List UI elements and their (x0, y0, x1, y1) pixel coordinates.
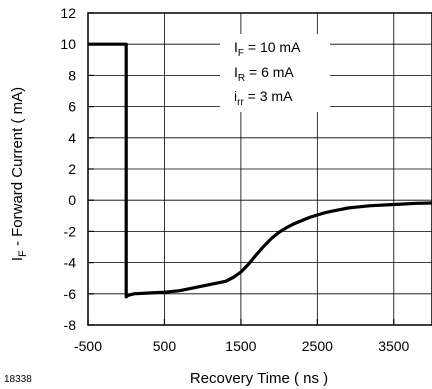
x-tick-label: 3500 (378, 338, 409, 354)
annotation-2: IR = 6 mA (234, 64, 294, 84)
y-axis-label: IF - Forward Current ( mA) (9, 87, 29, 261)
y-tick-label: 12 (60, 5, 76, 21)
annotation-sub: F (238, 48, 244, 59)
annotation-background (220, 34, 330, 112)
y-tick-label: -6 (64, 286, 77, 302)
annotation-rest: = 6 mA (245, 64, 294, 80)
annotation-sub: R (238, 73, 245, 84)
series-line-1 (88, 42, 432, 299)
x-tick-label: 500 (153, 338, 177, 354)
annotation-3: irr = 3 mA (234, 88, 293, 108)
annotation-main: I (234, 39, 238, 55)
x-tick-label: 1500 (225, 338, 256, 354)
annotation-rest: = 10 mA (244, 39, 301, 55)
annotation-main: i (234, 88, 237, 104)
y-axis-label-sub: F (17, 250, 29, 257)
y-tick-label: 6 (68, 99, 76, 115)
y-axis-label-main: I (9, 257, 26, 261)
annotation-box (220, 34, 330, 112)
series-layer (88, 42, 432, 299)
y-tick-label: -8 (64, 317, 77, 333)
y-tick-label: -2 (64, 223, 77, 239)
x-tick-label: -500 (74, 338, 102, 354)
annotation-1: IF = 10 mA (234, 39, 301, 59)
annotation-main: I (234, 64, 238, 80)
y-tick-labels: 12 10 8 6 4 2 0 -2 -4 -6 -8 (60, 5, 76, 333)
y-axis-label-rest: - Forward Current ( mA) (9, 87, 26, 250)
y-tick-label: 10 (60, 36, 76, 52)
annotation-sub: rr (237, 97, 244, 108)
y-tick-label: 8 (68, 67, 76, 83)
y-tick-label: 2 (68, 161, 76, 177)
x-tick-label: 2500 (302, 338, 333, 354)
figure-number: 18338 (4, 374, 32, 385)
y-tick-label: -4 (64, 255, 77, 271)
x-axis-label: Recovery Time ( ns ) (190, 370, 328, 387)
annotation-rest: = 3 mA (244, 88, 293, 104)
x-tick-labels: -500 500 1500 2500 3500 (74, 338, 410, 354)
y-tick-label: 4 (68, 130, 76, 146)
y-tick-label: 0 (68, 192, 76, 208)
